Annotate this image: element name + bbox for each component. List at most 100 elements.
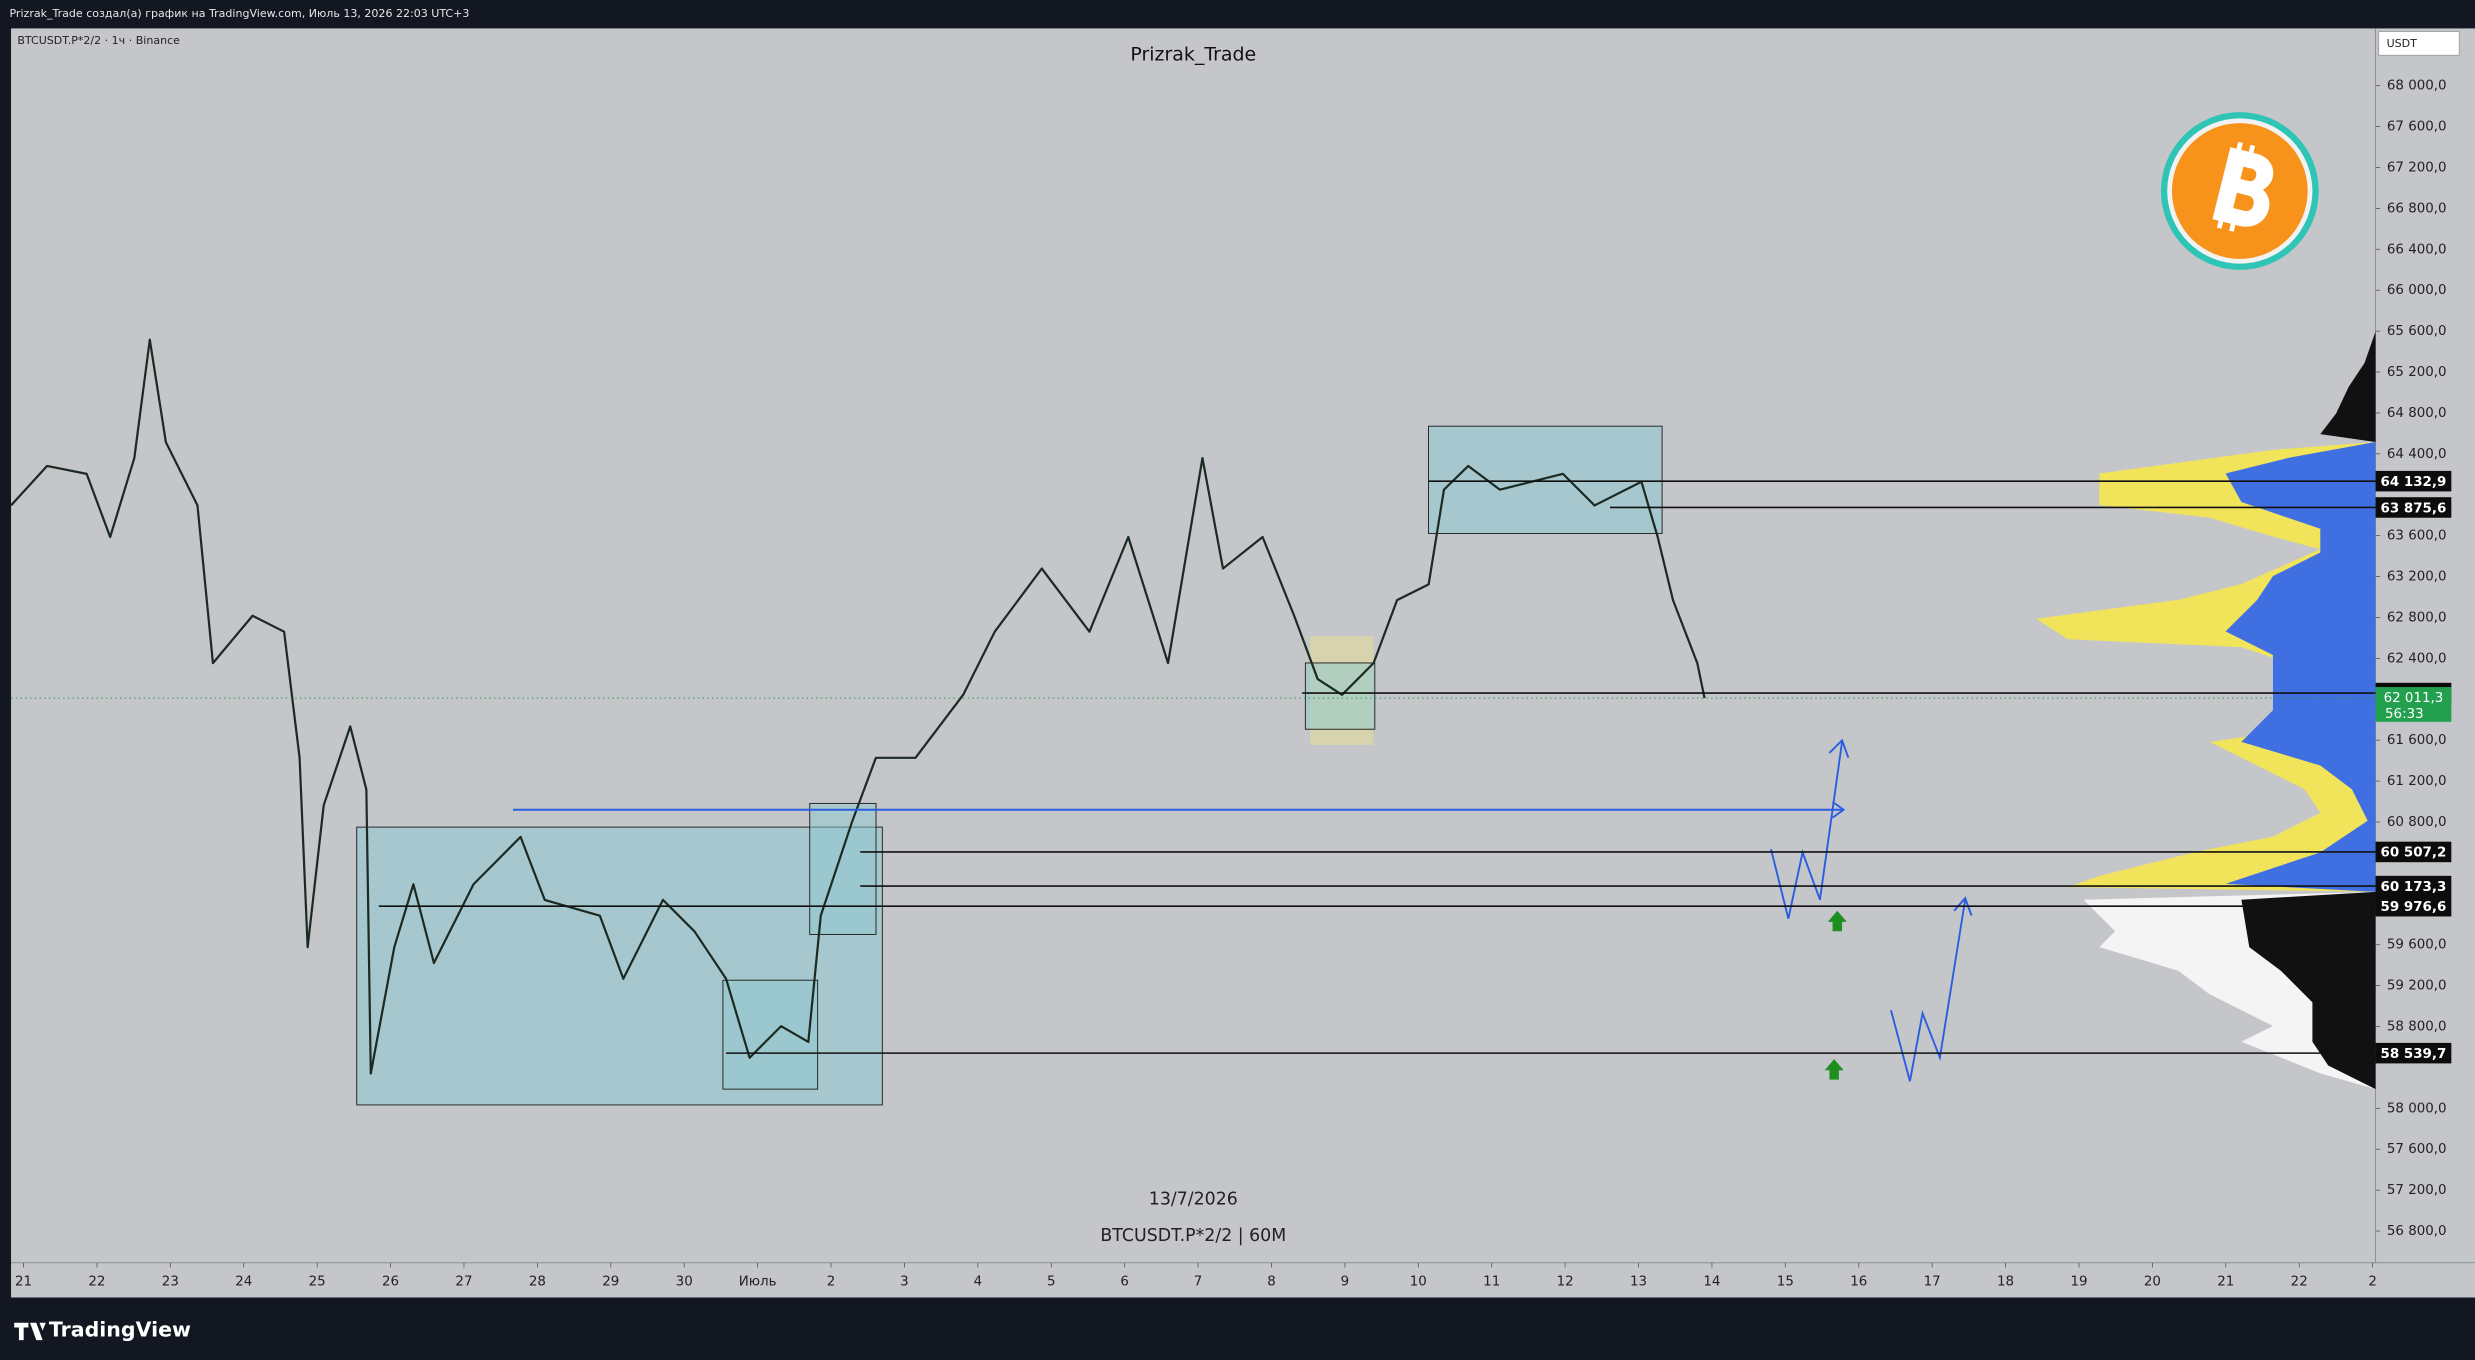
y-tick-label: 56 800,0 (2387, 1224, 2447, 1239)
x-tick-label: Июль (739, 1275, 777, 1290)
chart-title: Prizrak_Trade (1130, 44, 1256, 66)
level-label: 59 976,6 (2381, 900, 2447, 915)
projection-path (1890, 899, 1967, 1082)
y-tick-label: 60 800,0 (2387, 815, 2447, 830)
x-tick-label: 3 (900, 1275, 909, 1290)
y-tick-label: 59 200,0 (2387, 979, 2447, 994)
x-tick-label: 15 (1777, 1275, 1794, 1290)
y-tick-label: 66 800,0 (2387, 201, 2447, 216)
up-arrow (1824, 1059, 1844, 1080)
y-tick-label: 65 200,0 (2387, 365, 2447, 380)
x-tick-label: 9 (1341, 1275, 1350, 1290)
level-label: 64 132,9 (2381, 475, 2447, 490)
profile-yellow (2036, 441, 2376, 892)
arrow-head (1832, 801, 1846, 819)
bitcoin-logo (2160, 112, 2319, 270)
y-tick-label: 66 000,0 (2387, 283, 2447, 298)
y-tick-label: 61 200,0 (2387, 774, 2447, 789)
level-tag (2375, 470, 2452, 492)
zone-box[interactable] (1428, 425, 1663, 534)
y-tick-label: 57 600,0 (2387, 1142, 2447, 1157)
level-tag (2375, 895, 2452, 917)
zone-box[interactable] (722, 979, 819, 1090)
y-tick-label: 63 200,0 (2387, 570, 2447, 585)
y-tick-label: 65 600,0 (2387, 324, 2447, 339)
last-price-tag (2375, 687, 2452, 722)
currency[interactable]: USDT (2387, 37, 2418, 50)
y-tick-label: 66 400,0 (2387, 242, 2447, 257)
volume-profile (2036, 331, 2376, 1090)
logo-symbol (2212, 141, 2274, 232)
x-tick-label: 23 (162, 1275, 179, 1290)
zone-box[interactable] (809, 802, 877, 935)
arrow-head (1828, 738, 1850, 758)
x-tick-label: 11 (1483, 1275, 1500, 1290)
symbol-stamp: BTCUSDT.P*2/2 | 60M (1100, 1226, 1286, 1246)
x-tick-label: 12 (1557, 1275, 1574, 1290)
x-tick-label: 18 (1997, 1275, 2014, 1290)
profile-blue (2225, 441, 2376, 892)
last-price-label: 62 011,3 (2384, 691, 2444, 706)
countdown: 56:33 (2385, 707, 2424, 722)
x-tick-label: 17 (1924, 1275, 1941, 1290)
y-tick-label: 62 400,0 (2387, 651, 2447, 666)
level-label: 60 507,2 (2381, 846, 2447, 861)
x-tick-label: 2 (2368, 1275, 2377, 1290)
x-tick-label: 19 (2070, 1275, 2087, 1290)
y-tick-label: 64 400,0 (2387, 447, 2447, 462)
y-tick-label: 58 800,0 (2387, 1020, 2447, 1035)
x-tick-label: 30 (676, 1275, 693, 1290)
x-tick-label: 7 (1194, 1275, 1203, 1290)
x-tick-label: 16 (1850, 1275, 1867, 1290)
x-tick-label: 2 (827, 1275, 836, 1290)
x-tick-label: 21 (2217, 1275, 2234, 1290)
level-tag (2375, 841, 2452, 863)
x-tick-label: 27 (455, 1275, 472, 1290)
y-tick-label: 62 800,0 (2387, 610, 2447, 625)
x-tick-label: 28 (529, 1275, 546, 1290)
currency-box[interactable] (2378, 31, 2460, 56)
x-tick-label: 29 (602, 1275, 619, 1290)
x-tick-label: 5 (1047, 1275, 1056, 1290)
x-tick-label: 20 (2144, 1275, 2161, 1290)
price-plot (10, 338, 1706, 1075)
x-tick-label: 8 (1267, 1275, 1276, 1290)
y-tick-label: 57 200,0 (2387, 1183, 2447, 1198)
level-label: 63 875,6 (2381, 501, 2447, 516)
x-tick-label: 25 (309, 1275, 326, 1290)
logo-mark (14, 1322, 46, 1341)
y-tick-label: 64 800,0 (2387, 406, 2447, 421)
x-tick-label: 26 (382, 1275, 399, 1290)
x-tick-label: 4 (974, 1275, 983, 1290)
y-tick-label: 63 600,0 (2387, 529, 2447, 544)
profile-black (2320, 331, 2376, 442)
y-tick-label: 67 200,0 (2387, 160, 2447, 175)
credit: Prizrak_Trade создал(а) график на Tradin… (9, 7, 469, 20)
brand-logo[interactable] (14, 1322, 46, 1341)
symbol-info: BTCUSDT.P*2/2 · 1ч · Binance (17, 34, 180, 47)
price-line (10, 338, 1706, 1075)
x-tick-label: 13 (1630, 1275, 1647, 1290)
level-tag (2375, 875, 2452, 897)
profile-dark (2241, 891, 2376, 1090)
level-tag (2375, 1042, 2452, 1064)
up-arrow (1827, 910, 1847, 932)
date-stamp: 13/7/2026 (1149, 1190, 1238, 1210)
x-tick-label: 22 (2291, 1275, 2308, 1290)
y-tick-label: 61 600,0 (2387, 733, 2447, 748)
x-tick-label: 24 (235, 1275, 252, 1290)
level-label: 60 173,3 (2381, 880, 2447, 895)
level-tag (2375, 497, 2452, 518)
x-tick-label: 10 (1410, 1275, 1427, 1290)
x-tick-label: 21 (15, 1275, 32, 1290)
y-tick-label: 59 600,0 (2387, 938, 2447, 953)
x-tick-label: 6 (1120, 1275, 1129, 1290)
x-tick-label: 22 (88, 1275, 105, 1290)
y-tick-label: 68 000,0 (2387, 79, 2447, 94)
projection (512, 738, 1973, 1082)
time-axis (11, 1262, 2475, 1298)
x-tick-label: 14 (1703, 1275, 1720, 1290)
brand[interactable]: TradingView (49, 1318, 191, 1342)
